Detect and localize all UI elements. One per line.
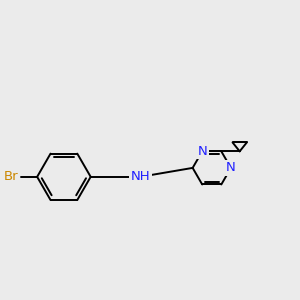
Text: N: N [197,145,207,158]
Text: N: N [226,161,236,174]
Text: NH: NH [130,170,150,183]
Text: Br: Br [4,170,19,183]
